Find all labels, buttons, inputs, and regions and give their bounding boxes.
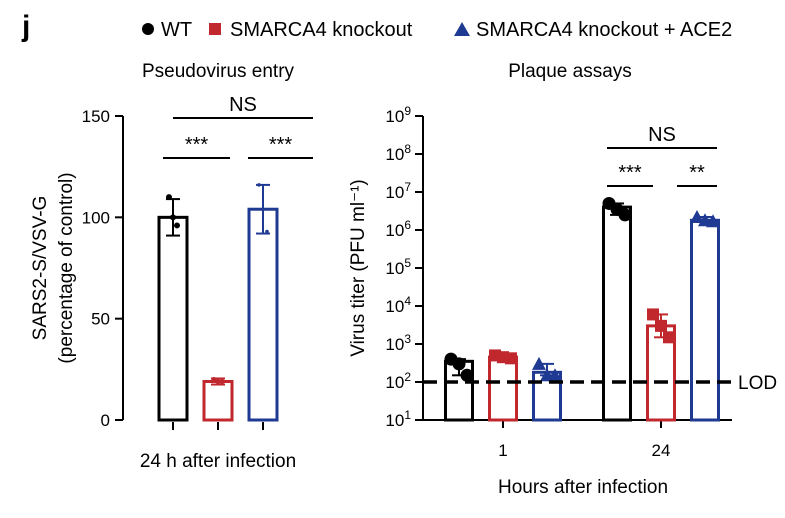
data-point [261, 207, 265, 212]
data-point [618, 208, 632, 222]
data-point [663, 331, 675, 344]
y-tick-label: 108 [385, 142, 411, 164]
y-tick-label: 100 [82, 208, 110, 227]
sig-ns-label: NS [648, 124, 676, 146]
y-axis-label-plaque: Virus titer (PFU ml⁻¹) [348, 179, 369, 357]
data-point [166, 194, 172, 201]
data-point [174, 222, 180, 229]
x-tick-label: 24 [652, 441, 671, 460]
y-tick-label: 103 [385, 332, 411, 354]
data-point [215, 378, 221, 384]
legend: WT SMARCA4 knockout SMARCA4 knockout + A… [142, 19, 732, 41]
legend-label-ko: SMARCA4 knockout [230, 19, 413, 41]
y-tick-label: 109 [385, 104, 411, 126]
data-point [655, 319, 667, 332]
y-tick-label: 0 [101, 411, 110, 430]
data-point [690, 209, 704, 223]
y-axis-label-line1: SARS2-S/VSV-G [30, 196, 51, 341]
sig-ko-ace2-label: *** [269, 134, 293, 156]
y-tick-label: 104 [385, 294, 411, 316]
data-point [532, 356, 546, 370]
chart-title-pseudovirus: Pseudovirus entry [142, 61, 295, 82]
data-point [460, 368, 474, 382]
y-tick-label: 105 [385, 256, 411, 278]
data-point [265, 229, 269, 234]
bar [690, 218, 720, 422]
data-point [170, 214, 176, 221]
pseudovirus-entry-chart: Pseudovirus entry SARS2-S/VSV-G (percent… [30, 61, 313, 472]
chart-title-plaque: Plaque assays [508, 61, 632, 82]
data-point [211, 376, 217, 382]
sig-wt-ko-label: *** [618, 162, 642, 184]
sig-ko-ace2-label: ** [689, 162, 705, 184]
y-tick-label: 107 [385, 180, 411, 202]
panel-label: j [21, 10, 30, 43]
bar [488, 355, 518, 422]
y-tick-label: 102 [385, 370, 411, 392]
x-tick-label: 1 [498, 441, 507, 460]
plaque-assays-chart: Plaque assays Virus titer (PFU ml⁻¹) Hou… [348, 61, 777, 498]
data-point [647, 308, 659, 321]
legend-marker-ace2 [454, 22, 470, 36]
y-tick-label: 50 [91, 310, 110, 329]
sig-wt-ko-label: *** [185, 134, 209, 156]
legend-label-ace2: SMARCA4 knockout + ACE2 [476, 19, 732, 41]
sig-ns-label: NS [229, 94, 257, 116]
data-point [257, 183, 261, 187]
y-axis-label-line2: (percentage of control) [56, 172, 77, 363]
legend-marker-ko [209, 23, 221, 35]
data-point [219, 378, 225, 384]
data-point [548, 368, 562, 382]
bar [202, 379, 234, 422]
data-point [452, 357, 466, 371]
x-axis-label-pseudovirus: 24 h after infection [140, 451, 296, 472]
legend-marker-wt [142, 23, 154, 35]
bar [602, 205, 632, 422]
y-tick-label: 101 [385, 408, 411, 430]
lod-label: LOD [738, 373, 777, 394]
y-tick-label: 150 [82, 107, 110, 126]
x-axis-label-plaque: Hours after infection [498, 477, 668, 498]
bar [157, 215, 189, 422]
data-point [505, 352, 517, 365]
bar [247, 207, 279, 422]
y-tick-label: 106 [385, 218, 411, 240]
legend-label-wt: WT [161, 19, 192, 41]
data-point [706, 214, 720, 228]
